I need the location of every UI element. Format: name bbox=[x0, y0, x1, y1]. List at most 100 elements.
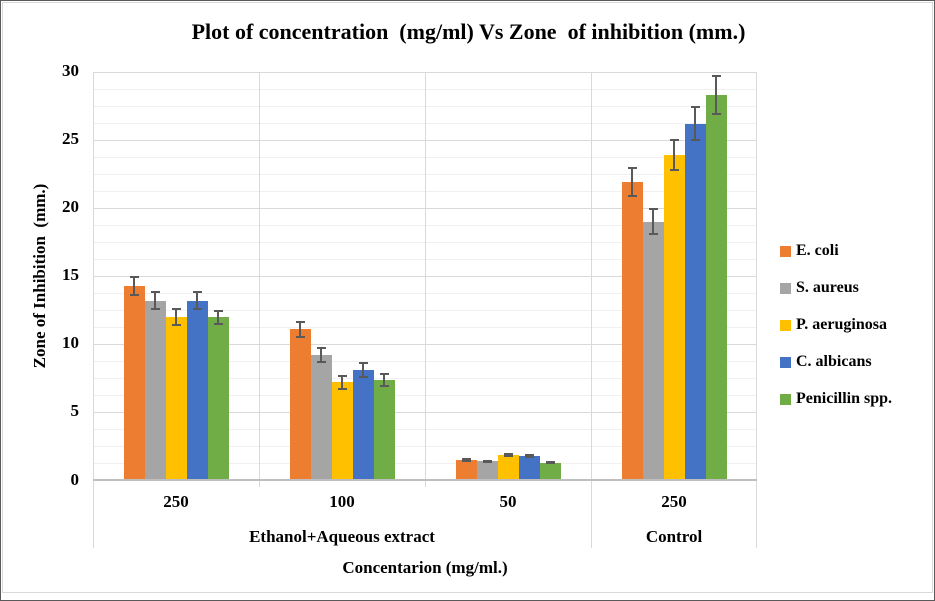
category-tick bbox=[425, 481, 426, 487]
error-bar-stem bbox=[175, 308, 177, 326]
error-bar bbox=[213, 309, 223, 325]
error-bar bbox=[545, 461, 555, 465]
error-bar bbox=[337, 374, 347, 390]
error-bar-cap-top bbox=[627, 167, 637, 170]
bar-e-coli bbox=[123, 285, 145, 481]
legend-item: Penicillin spp. bbox=[780, 388, 892, 410]
error-bar-cap-top bbox=[129, 275, 139, 278]
bar-c-albicans bbox=[186, 300, 208, 481]
bar-penicillin-spp bbox=[373, 379, 395, 481]
error-bar bbox=[316, 347, 326, 364]
legend-label: Penicillin spp. bbox=[796, 390, 893, 407]
y-axis-line bbox=[93, 72, 94, 481]
error-bar-cap-top bbox=[337, 374, 347, 377]
error-bar-stem bbox=[631, 167, 633, 198]
error-bar-stem bbox=[133, 275, 135, 296]
error-bar bbox=[648, 208, 658, 236]
bar-e-coli bbox=[289, 329, 311, 481]
error-bar-cap-top bbox=[690, 106, 700, 109]
bar-p-aeruginosa bbox=[165, 317, 187, 481]
y-tick-label: 5 bbox=[70, 401, 80, 421]
error-bar-cap-top bbox=[379, 372, 389, 375]
group-label: Ethanol+Aqueous extract bbox=[249, 527, 435, 546]
error-bar-stem bbox=[341, 374, 343, 390]
error-bar-cap-top bbox=[524, 453, 534, 456]
error-bar bbox=[711, 75, 721, 115]
x-tick-label: 50 bbox=[499, 492, 517, 511]
legend-swatch-icon bbox=[780, 356, 791, 368]
legend-label: E. coli bbox=[796, 242, 839, 259]
error-bar bbox=[171, 308, 181, 326]
error-bar-cap-top bbox=[295, 320, 305, 323]
error-bar-stem bbox=[673, 138, 675, 172]
error-bar-cap-bottom bbox=[316, 361, 326, 364]
category-separator bbox=[591, 481, 592, 548]
bar-c-albicans bbox=[684, 123, 706, 481]
error-bar-cap-bottom bbox=[379, 384, 389, 387]
plot-vline bbox=[425, 72, 426, 481]
error-bar-cap-bottom bbox=[358, 376, 368, 379]
legend-label: S. aureus bbox=[796, 279, 859, 296]
error-bar-stem bbox=[715, 75, 717, 115]
error-bar bbox=[379, 372, 389, 387]
error-bar-cap-top bbox=[150, 291, 160, 294]
legend-swatch-icon bbox=[780, 282, 791, 294]
plot-vline bbox=[259, 72, 260, 481]
error-bar bbox=[295, 320, 305, 339]
bar-e-coli bbox=[455, 460, 477, 481]
error-bar-cap-bottom bbox=[524, 456, 534, 459]
error-bar-stem bbox=[320, 347, 322, 364]
bar-s-aureus bbox=[310, 355, 332, 481]
bar-e-coli bbox=[621, 182, 643, 481]
legend-swatch-icon bbox=[780, 245, 791, 257]
legend-item: C. albicans bbox=[780, 351, 892, 373]
error-bar-cap-top bbox=[545, 461, 555, 464]
error-bar bbox=[503, 452, 513, 457]
bar-p-aeruginosa bbox=[331, 382, 353, 481]
x-tick-label: 250 bbox=[163, 492, 189, 511]
error-bar-cap-bottom bbox=[337, 387, 347, 390]
error-bar-cap-bottom bbox=[129, 293, 139, 296]
error-bar-cap-bottom bbox=[295, 336, 305, 339]
error-bar-stem bbox=[507, 452, 509, 457]
error-bar-stem bbox=[299, 320, 301, 339]
legend-swatch-icon bbox=[780, 393, 791, 405]
error-bar-stem bbox=[652, 208, 654, 236]
legend-label: C. albicans bbox=[796, 353, 872, 370]
error-bar-cap-bottom bbox=[461, 460, 471, 463]
error-bar-cap-top bbox=[213, 309, 223, 312]
error-bar-cap-top bbox=[171, 308, 181, 311]
error-bar bbox=[129, 275, 139, 296]
bar-s-aureus bbox=[144, 300, 166, 481]
bar-penicillin-spp bbox=[539, 462, 561, 481]
bar-penicillin-spp bbox=[705, 95, 727, 481]
error-bar-cap-bottom bbox=[503, 454, 513, 457]
error-bar-cap-top bbox=[482, 459, 492, 462]
error-bar-cap-bottom bbox=[171, 323, 181, 326]
error-bar bbox=[358, 362, 368, 379]
bar-c-albicans bbox=[518, 455, 540, 481]
error-bar bbox=[524, 453, 534, 459]
error-bar-stem bbox=[383, 372, 385, 387]
error-bar bbox=[627, 167, 637, 198]
error-bar-cap-top bbox=[316, 347, 326, 350]
group-label: Control bbox=[645, 527, 703, 546]
plot-vline bbox=[591, 72, 592, 481]
y-tick-label: 25 bbox=[62, 129, 79, 149]
error-bar-stem bbox=[528, 453, 530, 459]
plot-area bbox=[93, 71, 757, 481]
y-tick-label: 10 bbox=[62, 333, 79, 353]
bar-c-albicans bbox=[352, 370, 374, 481]
legend: E. coli S. aureus P. aeruginosa C. albicans… bbox=[780, 240, 892, 425]
error-bar bbox=[461, 458, 471, 463]
error-bar-cap-top bbox=[192, 291, 202, 294]
y-tick-label: 15 bbox=[62, 265, 79, 285]
bar-s-aureus bbox=[642, 221, 664, 481]
error-bar-cap-bottom bbox=[690, 139, 700, 142]
bar-p-aeruginosa bbox=[497, 454, 519, 481]
legend-label: P. aeruginosa bbox=[796, 316, 887, 333]
error-bar-cap-top bbox=[461, 458, 471, 461]
error-bar bbox=[669, 138, 679, 172]
error-bar-cap-bottom bbox=[545, 462, 555, 465]
